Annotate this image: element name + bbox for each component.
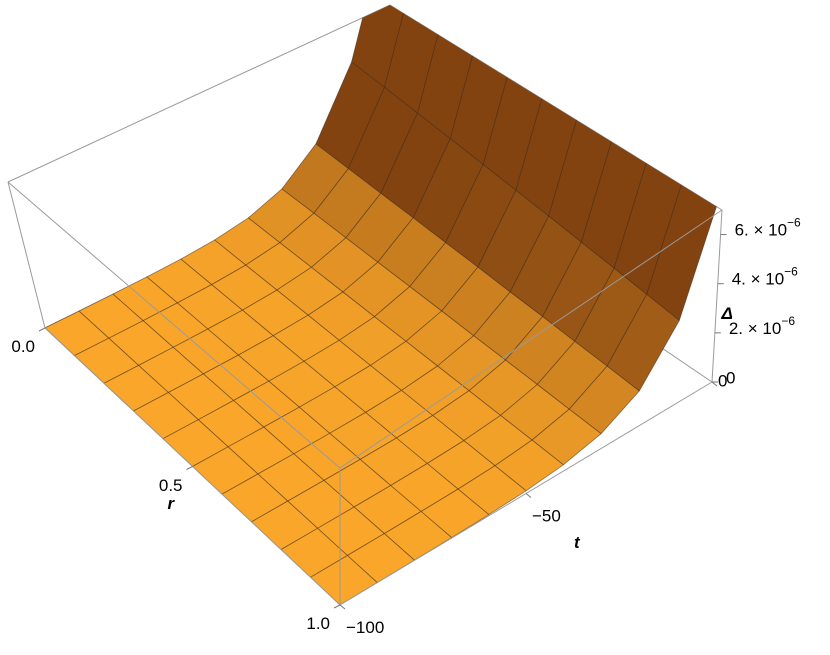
z-tick-label: 6. × 10−6	[735, 216, 801, 240]
box-edge	[711, 209, 723, 383]
x-tick-label-text: 1.0	[306, 614, 330, 633]
y-tick-label: 0	[718, 371, 727, 390]
y-tick	[339, 604, 346, 610]
z-tick-label: 2. × 10−6	[729, 314, 795, 338]
x-tick	[38, 327, 46, 332]
z-tick-label: 0	[726, 368, 735, 387]
surface	[44, 5, 722, 605]
box-edge	[7, 181, 46, 329]
z-tick-label-text: 2. × 10	[729, 319, 781, 338]
y-tick-label-text: −100	[346, 618, 384, 637]
z-tick-label-exponent: −6	[784, 265, 798, 279]
x-tick	[186, 466, 193, 470]
box-edge	[339, 209, 723, 469]
box-edge	[7, 4, 391, 183]
x-tick-label: 1.0	[306, 614, 330, 633]
x-tick	[333, 604, 341, 609]
z-tick-label: 4. × 10−6	[732, 265, 798, 289]
y-tick	[525, 493, 532, 498]
y-tick-label-text: −50	[532, 507, 561, 526]
z-tick-label-text: 4. × 10	[732, 270, 784, 289]
z-tick-label-exponent: −6	[787, 216, 801, 230]
x-axis-label: r	[168, 494, 176, 513]
x-tick-label-text: 0.0	[11, 337, 35, 356]
z-axis-label: Δ	[721, 304, 733, 323]
z-tick-label-exponent: −6	[781, 314, 795, 328]
x-tick-label: 0.5	[159, 476, 183, 495]
y-tick-label: −100	[346, 618, 384, 637]
x-tick-label: 0.0	[11, 337, 35, 356]
y-axis-label: t	[574, 533, 581, 552]
z-tick-label-text: 6. × 10	[735, 221, 787, 240]
box-edge	[7, 181, 341, 469]
y-tick	[711, 381, 718, 387]
y-tick-label: −50	[532, 507, 561, 526]
